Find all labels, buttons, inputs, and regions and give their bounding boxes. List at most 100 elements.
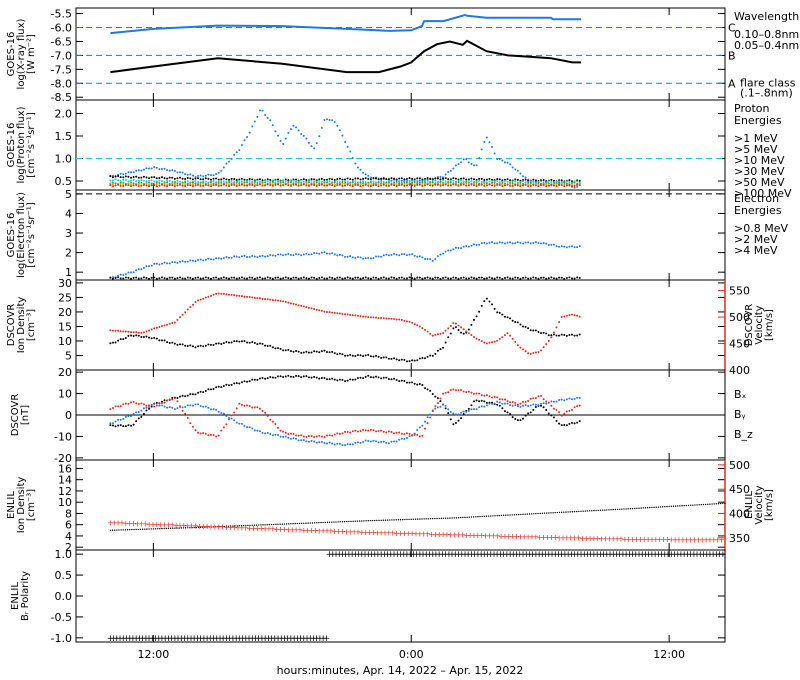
data-point [498, 181, 501, 184]
data-point [514, 180, 517, 183]
data-point [431, 178, 434, 181]
data-point [338, 129, 341, 132]
data-point [166, 169, 169, 172]
data-point [202, 345, 205, 348]
data-point [668, 505, 670, 508]
data-point [302, 183, 305, 186]
data-point [168, 184, 171, 187]
data-point [362, 180, 365, 183]
data-point: + [169, 521, 176, 530]
data-point [601, 509, 604, 511]
data-point [240, 255, 243, 258]
polarity-mark: + [345, 550, 353, 560]
data-point [331, 377, 334, 380]
y-axis-label: ENLIL [10, 582, 21, 610]
data-point [421, 183, 424, 186]
data-point: + [235, 523, 242, 532]
data-point [341, 184, 344, 187]
data-point [117, 179, 120, 182]
data-point [166, 179, 169, 182]
data-point [284, 435, 287, 438]
data-point [506, 178, 509, 181]
data-point [503, 334, 506, 337]
polarity-mark: + [184, 634, 192, 644]
data-point [431, 409, 434, 412]
data-point: + [331, 527, 338, 536]
data-point [135, 179, 138, 182]
data-point [168, 406, 171, 409]
data-point [514, 276, 517, 279]
polarity-mark: + [294, 634, 302, 644]
data-point [245, 524, 247, 527]
data-point [189, 173, 192, 176]
data-point [434, 352, 437, 355]
data-point [124, 183, 127, 186]
data-point [400, 318, 403, 321]
data-point [269, 418, 272, 421]
data-point [560, 333, 563, 336]
data-point [563, 185, 566, 188]
data-point [408, 183, 411, 186]
data-point [346, 354, 349, 357]
data-point [519, 323, 522, 326]
data-point [452, 276, 455, 279]
data-point [354, 177, 357, 180]
data-point [344, 141, 347, 144]
y-tick-label: -7.0 [51, 49, 72, 62]
data-point [452, 179, 455, 182]
data-point [166, 181, 169, 184]
data-point [130, 176, 133, 179]
data-point [289, 277, 292, 280]
data-point [496, 400, 499, 403]
data-point [552, 277, 555, 280]
data-point [452, 183, 455, 186]
data-point [235, 183, 238, 186]
data-point [331, 184, 334, 187]
data-point [519, 172, 522, 175]
data-point [431, 181, 434, 184]
data-point [498, 401, 501, 404]
data-point [346, 313, 349, 316]
data-point [202, 405, 205, 408]
data-point [225, 277, 228, 280]
data-point [225, 178, 228, 181]
data-point [287, 131, 290, 134]
data-point [352, 520, 354, 523]
data-point [421, 178, 424, 181]
polarity-mark: + [419, 550, 427, 560]
y-tick-label: 20 [58, 306, 72, 319]
data-point [614, 508, 617, 511]
data-point [537, 330, 540, 333]
data-point [550, 276, 553, 279]
data-point [258, 407, 261, 410]
data-point [410, 518, 412, 521]
data-point [444, 177, 447, 180]
data-point: + [328, 527, 335, 536]
data-point [282, 300, 285, 303]
data-point [145, 277, 148, 280]
data-point [568, 422, 571, 425]
data-point [405, 360, 408, 363]
data-point [413, 277, 416, 280]
data-point [212, 388, 215, 391]
data-point [542, 276, 545, 279]
data-point [207, 295, 210, 298]
data-point [189, 306, 192, 309]
data-point [501, 181, 504, 184]
polarity-mark: + [284, 634, 292, 644]
data-point [501, 241, 504, 244]
data-point [341, 378, 344, 381]
polarity-mark: + [210, 634, 218, 644]
polarity-mark: + [277, 634, 285, 644]
data-point [212, 526, 215, 528]
data-point [142, 266, 145, 269]
data-point: + [188, 521, 195, 530]
data-point [387, 317, 390, 320]
data-point: + [598, 534, 605, 543]
data-point [552, 512, 554, 514]
data-point [457, 324, 460, 327]
polarity-mark: + [203, 634, 211, 644]
data-point [403, 184, 406, 187]
data-point [140, 409, 143, 412]
data-point [418, 179, 421, 182]
